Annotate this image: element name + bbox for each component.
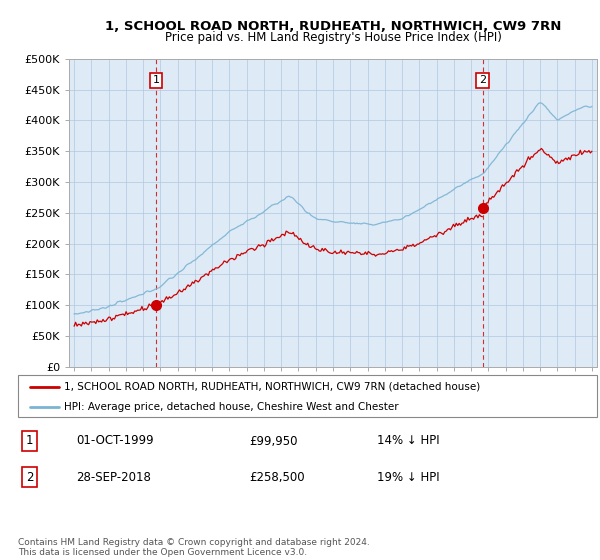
Text: £258,500: £258,500 <box>250 471 305 484</box>
Text: 14% ↓ HPI: 14% ↓ HPI <box>377 435 440 447</box>
Text: HPI: Average price, detached house, Cheshire West and Chester: HPI: Average price, detached house, Ches… <box>64 402 399 412</box>
Text: Contains HM Land Registry data © Crown copyright and database right 2024.
This d: Contains HM Land Registry data © Crown c… <box>18 538 370 557</box>
Text: 28-SEP-2018: 28-SEP-2018 <box>76 471 151 484</box>
Text: 01-OCT-1999: 01-OCT-1999 <box>76 435 154 447</box>
Text: 1, SCHOOL ROAD NORTH, RUDHEATH, NORTHWICH, CW9 7RN: 1, SCHOOL ROAD NORTH, RUDHEATH, NORTHWIC… <box>105 20 561 32</box>
Text: 2: 2 <box>479 76 486 85</box>
Text: 1: 1 <box>26 435 34 447</box>
Text: 1, SCHOOL ROAD NORTH, RUDHEATH, NORTHWICH, CW9 7RN (detached house): 1, SCHOOL ROAD NORTH, RUDHEATH, NORTHWIC… <box>64 382 481 392</box>
Text: 1: 1 <box>152 76 160 85</box>
Text: 19% ↓ HPI: 19% ↓ HPI <box>377 471 440 484</box>
Text: Price paid vs. HM Land Registry's House Price Index (HPI): Price paid vs. HM Land Registry's House … <box>164 31 502 44</box>
Text: 2: 2 <box>26 471 34 484</box>
Text: £99,950: £99,950 <box>250 435 298 447</box>
